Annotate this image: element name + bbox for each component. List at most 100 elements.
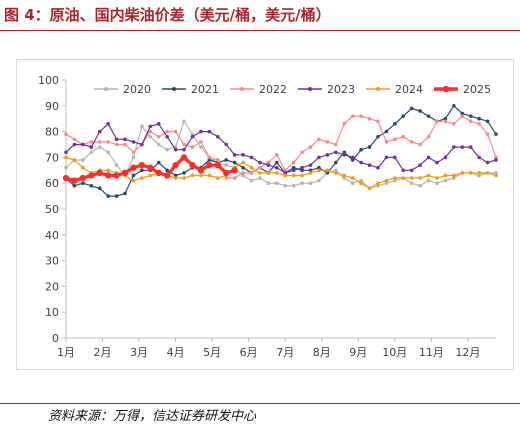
series-2020-point xyxy=(274,181,279,185)
series-2020-point xyxy=(477,173,481,178)
series-2024-line xyxy=(65,156,497,189)
series-2021-point xyxy=(140,168,144,173)
series-2020-point xyxy=(283,183,288,188)
series-2021-point xyxy=(376,134,380,139)
series-2021-point xyxy=(325,171,330,175)
series-2024-point xyxy=(477,171,481,175)
series-2020-point xyxy=(334,168,338,173)
x-tick-label: 8月 xyxy=(313,346,331,359)
series-2023-point xyxy=(106,122,110,126)
series-2020-point xyxy=(418,183,422,188)
series-2021-point xyxy=(393,122,397,126)
series-2022-point xyxy=(72,137,77,142)
series-2021-point xyxy=(165,168,169,173)
series-2024-point xyxy=(241,160,245,165)
x-tick-label: 4月 xyxy=(167,346,185,359)
x-tick-label: 12月 xyxy=(455,346,480,359)
series-2023-point xyxy=(468,145,473,149)
x-tick-label: 2月 xyxy=(94,346,112,359)
series-2023-point xyxy=(384,155,389,160)
series-2022-point xyxy=(148,129,153,134)
series-2025-point xyxy=(113,172,120,179)
series-2023-point xyxy=(165,134,169,139)
series-2021-point xyxy=(443,116,448,121)
series-2023-point xyxy=(173,147,178,152)
series-2023-point xyxy=(300,165,304,170)
series-2023-point xyxy=(182,147,186,152)
series-2021-point xyxy=(384,129,389,134)
series-2025-point xyxy=(206,161,213,169)
series-2024-point xyxy=(435,176,439,180)
x-tick-label: 5月 xyxy=(203,346,221,359)
series-2024-point xyxy=(384,178,389,183)
series-2021-point xyxy=(317,165,321,170)
series-2023-point xyxy=(367,163,372,167)
series-2024-point xyxy=(283,173,288,178)
series-2024-point xyxy=(367,186,372,191)
series-2023-point xyxy=(199,129,203,134)
series-2024-point xyxy=(182,176,186,180)
series-2021-point xyxy=(224,158,228,162)
series-2023-point xyxy=(148,124,153,129)
legend-2022-marker xyxy=(240,87,244,91)
series-2021-point xyxy=(367,145,372,149)
series-2024-point xyxy=(418,176,422,180)
series-2022-point xyxy=(89,140,94,144)
series-2023-point xyxy=(376,165,380,170)
series-2024-point xyxy=(266,171,271,175)
series-2020-point xyxy=(376,183,380,188)
series-2022-point xyxy=(477,122,481,126)
series-2021-point xyxy=(291,165,296,170)
series-2025-point xyxy=(130,164,137,171)
series-2023-point xyxy=(215,134,220,139)
series-2024-point xyxy=(258,171,262,175)
series-2021-point xyxy=(123,191,127,196)
y-tick-label: 100 xyxy=(38,74,59,87)
series-2025-point xyxy=(231,167,238,174)
series-2020-point xyxy=(199,145,203,149)
series-2021-point xyxy=(114,194,119,198)
series-2020-point xyxy=(258,176,262,180)
series-2024-point xyxy=(207,173,212,178)
series-2021-point xyxy=(156,160,161,165)
legend-2021-marker xyxy=(172,87,176,91)
series-2024-point xyxy=(393,176,397,180)
series-2023-point xyxy=(494,158,498,162)
series-2022-point xyxy=(485,132,490,136)
series-2023-point xyxy=(224,142,228,147)
series-2024-point xyxy=(81,165,85,170)
legend-2025-label: 2025 xyxy=(463,83,491,96)
series-2022-point xyxy=(308,145,313,149)
x-tick-label: 7月 xyxy=(276,346,294,359)
series-2022-point xyxy=(401,134,406,139)
series-2022-point xyxy=(241,171,245,175)
series-2021-point xyxy=(477,116,481,121)
series-2023-point xyxy=(477,155,481,160)
series-2021-point xyxy=(106,194,110,198)
series-2021-point xyxy=(81,181,85,185)
series-2023-point xyxy=(207,129,212,134)
series-2022-point xyxy=(190,145,195,149)
y-tick-label: 0 xyxy=(52,332,59,345)
y-tick-label: 40 xyxy=(45,229,59,242)
series-2023-point xyxy=(89,145,94,149)
series-2020-point xyxy=(241,173,245,178)
series-2020-point xyxy=(342,176,347,180)
series-2020-point xyxy=(266,181,271,185)
series-2022-point xyxy=(258,165,262,170)
series-2024-point xyxy=(401,176,406,180)
series-2025-point xyxy=(138,161,146,169)
series-2021-line xyxy=(65,105,497,197)
series-2022-point xyxy=(359,114,363,118)
series-2022-point xyxy=(334,142,338,147)
series-2020-point xyxy=(106,150,110,155)
series-2020-point xyxy=(140,124,144,129)
series-2024-point xyxy=(140,176,144,180)
series-2023-point xyxy=(393,155,397,160)
series-2023-point xyxy=(409,168,414,173)
series-2024-point xyxy=(468,171,473,175)
figure-title: 图 4：原油、国内柴油价差（美元/桶，美元/桶） xyxy=(4,6,331,24)
series-2022-point xyxy=(494,155,498,160)
series-2020-point xyxy=(300,181,304,185)
series-2021-point xyxy=(300,168,304,173)
